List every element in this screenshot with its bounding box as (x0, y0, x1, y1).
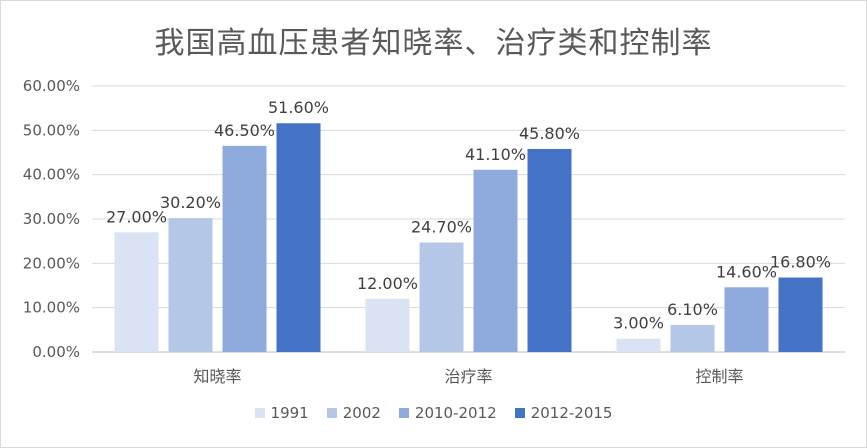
legend-label: 2002 (342, 404, 381, 422)
legend-label: 2010-2012 (414, 404, 497, 422)
data-label: 12.00% (357, 274, 418, 293)
bar (473, 169, 518, 352)
y-tick-label: 40.00% (23, 166, 80, 184)
x-tick-label: 治疗率 (444, 367, 492, 386)
data-label: 41.10% (465, 145, 526, 164)
data-label: 3.00% (613, 314, 664, 333)
y-tick-label: 30.00% (23, 210, 80, 228)
legend-label: 2012-2015 (530, 404, 613, 422)
bar (222, 145, 267, 352)
data-label: 45.80% (519, 124, 580, 143)
legend-item: 1991 (254, 404, 309, 422)
legend-swatch (254, 408, 265, 418)
y-tick-label: 10.00% (23, 299, 80, 317)
data-label: 6.10% (667, 300, 718, 319)
bar (778, 277, 823, 352)
data-label: 46.50% (214, 121, 275, 140)
bar (114, 232, 159, 352)
y-tick-label: 50.00% (23, 121, 80, 139)
data-label: 16.80% (770, 253, 831, 272)
bar (168, 218, 213, 352)
legend-swatch (326, 408, 337, 418)
y-tick-label: 0.00% (32, 343, 80, 361)
chart-title: 我国高血压患者知晓率、治疗类和控制率 (154, 26, 713, 61)
bar (724, 287, 769, 352)
bar (419, 242, 464, 352)
bar (670, 324, 715, 352)
legend-item: 2012-2015 (514, 404, 613, 422)
data-label: 24.70% (411, 217, 472, 236)
bar (276, 123, 321, 353)
bar (365, 298, 410, 352)
bar (616, 338, 661, 352)
x-tick-label: 知晓率 (193, 367, 241, 386)
legend-item: 2002 (326, 404, 381, 422)
data-label: 14.60% (716, 262, 777, 281)
bar (527, 148, 572, 352)
y-tick-label: 60.00% (23, 77, 80, 95)
data-label: 27.00% (106, 207, 167, 226)
legend-swatch (514, 408, 525, 418)
x-tick-label: 控制率 (695, 367, 743, 386)
legend-label: 1991 (270, 404, 309, 422)
y-tick-label: 20.00% (23, 254, 80, 272)
chart-legend: 1991 2002 2010-2012 2012-2015 (0, 404, 867, 422)
legend-item: 2010-2012 (398, 404, 497, 422)
data-label: 30.20% (160, 193, 221, 212)
data-label: 51.60% (268, 98, 329, 117)
legend-swatch (398, 408, 409, 418)
